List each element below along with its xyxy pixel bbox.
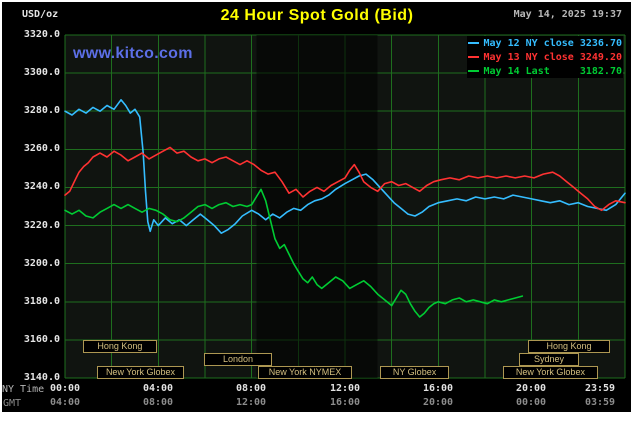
price-line-1 [64, 146, 626, 212]
legend-item-2: May 14 Last 3182.70 [466, 64, 623, 78]
gmt-axis-label: GMT [3, 398, 22, 409]
price-line-0 [64, 99, 626, 234]
legend-item-0: May 12 NY close 3236.70 [466, 36, 623, 50]
legend-item-1: May 13 NY close 3249.20 [466, 50, 623, 64]
legend: May 12 NY close 3236.70 May 13 NY close 3… [466, 36, 623, 78]
shaded-session-band [256, 35, 378, 378]
legend-line-icon [467, 42, 479, 44]
kitco-watermark-link[interactable]: www.kitco.com [73, 45, 193, 62]
units-label: USD/oz [22, 9, 59, 20]
chart-title: 24 Hour Spot Gold (Bid) [220, 7, 414, 24]
legend-label: May 14 Last 3182.70 [483, 65, 622, 77]
price-line-2 [64, 188, 524, 318]
legend-label: May 13 NY close 3249.20 [483, 51, 622, 63]
legend-line-icon [467, 56, 479, 58]
legend-label: May 12 NY close 3236.70 [483, 37, 622, 49]
legend-line-icon [467, 70, 479, 72]
datetime-label: May 14, 2025 19:37 [513, 9, 622, 20]
ny-time-axis-label: NY Time [2, 384, 45, 395]
